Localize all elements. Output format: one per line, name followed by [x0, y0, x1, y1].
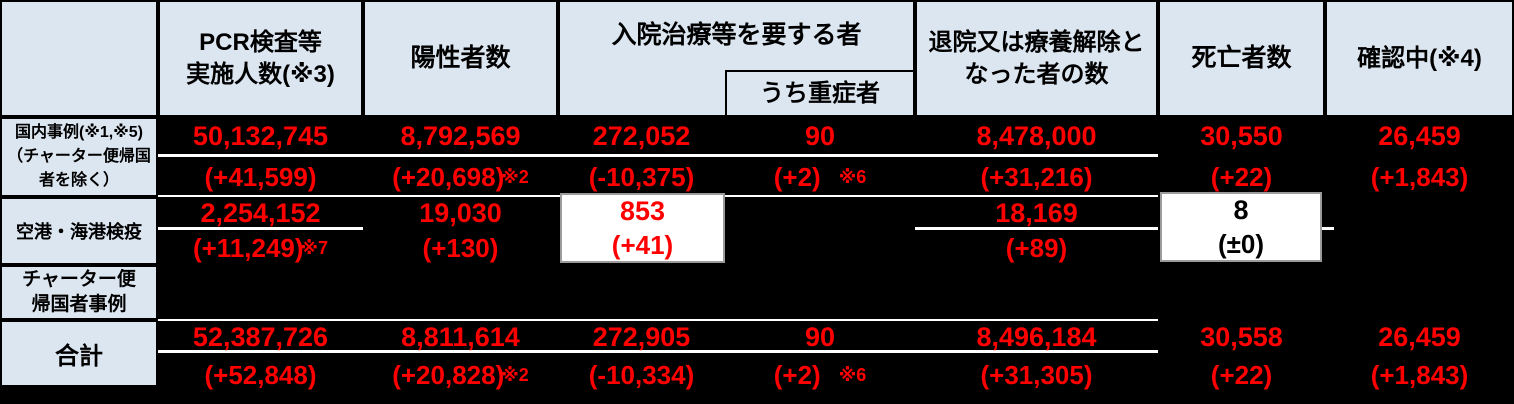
header-severe: うち重症者 — [725, 70, 915, 117]
header-deaths: 死亡者数 — [1158, 0, 1325, 117]
underline-quarantine-pcr — [158, 227, 363, 230]
cell-quarantine-discharged-delta: (+89) — [1005, 232, 1068, 263]
footnote-marker: ※6 — [838, 364, 867, 385]
footnote-marker: ※2 — [501, 364, 529, 385]
cell-quarantine-positive-delta: (+130) — [422, 232, 499, 263]
cell-total-confirming-delta: (+1,843) — [1370, 359, 1469, 390]
row-label-charter: チャーター便 帰国者事例 — [0, 265, 158, 320]
cell-total-deaths-delta: (+22) — [1210, 359, 1273, 390]
header-confirming: 確認中(※4) — [1325, 0, 1514, 117]
cell-domestic-confirming-delta: (+1,843) — [1370, 161, 1469, 192]
cell-domestic-severe-delta: (+2) ※6 — [725, 159, 915, 195]
cell-domestic-deaths-delta: (+22) — [1210, 161, 1273, 192]
cell-domestic-positive-delta: (+20,698) ※2 — [363, 159, 558, 195]
header-corner-cell — [0, 0, 158, 117]
cell-domestic-positive-value: 8,792,569 — [400, 120, 521, 151]
cell-total-hospitalized-delta: (-10,334) — [588, 359, 695, 390]
cell-domestic-pcr-value: 50,132,745 — [192, 120, 329, 151]
row-label-quarantine: 空港・海港検疫 — [0, 197, 158, 265]
cell-total-positive-delta: (+20,828) ※2 — [363, 358, 558, 392]
cell-total-confirming-value: 26,459 — [1378, 321, 1461, 352]
cell-total-positive-value: 8,811,614 — [401, 321, 520, 352]
delta-text: (+20,828) — [392, 359, 505, 390]
header-discharged: 退院又は療養解除と なった者の数 — [915, 0, 1158, 117]
cell-domestic-deaths-value: 30,550 — [1200, 120, 1283, 151]
cell-total-pcr-delta: (+52,848) — [204, 359, 317, 390]
cell-domestic-confirming-value: 26,459 — [1378, 120, 1461, 151]
cell-total-severe-value: 90 — [804, 321, 836, 352]
cell-quarantine-hospitalized-value: 853 — [619, 196, 666, 226]
cell-quarantine-hospitalized-delta: (+41) — [611, 230, 674, 260]
highlight-cell-quarantine-hospitalized: 853 (+41) — [560, 193, 725, 263]
cell-total-deaths-value: 30,558 — [1200, 321, 1283, 352]
cell-quarantine-deaths-value: 8 — [1233, 195, 1249, 225]
header-pcr: PCR検査等 実施人数(※3) — [158, 0, 363, 117]
cell-domestic-discharged-value: 8,478,000 — [976, 120, 1097, 151]
cell-quarantine-pcr-value: 2,254,152 — [200, 197, 321, 228]
delta-text: (+11,249) — [192, 232, 304, 263]
delta-text: (+20,698) — [392, 161, 505, 192]
cell-total-pcr-value: 52,387,726 — [192, 321, 329, 352]
delta-text: (+2) — [773, 161, 821, 192]
cell-total-severe-delta: (+2) ※6 — [725, 358, 915, 392]
underline-quarantine-deaths-tick — [1322, 227, 1334, 230]
cell-quarantine-pcr-delta: (+11,249) ※7 — [158, 232, 363, 264]
cell-quarantine-discharged-value: 18,169 — [995, 197, 1078, 228]
cell-domestic-pcr-delta: (+41,599) — [204, 161, 317, 192]
row-label-domestic: 国内事例(※1,※5) （チャーター便帰国 者を除く） — [0, 117, 158, 197]
cell-domestic-hospitalized-delta: (-10,375) — [588, 161, 695, 192]
header-hospitalized-label: 入院治療等を要する者 — [611, 20, 862, 49]
underline-total-values — [158, 350, 1158, 353]
row-label-total: 合計 — [0, 320, 158, 387]
underline-domestic-values — [158, 154, 1158, 157]
highlight-cell-quarantine-deaths: 8 (±0) — [1160, 192, 1322, 262]
cell-domestic-discharged-delta: (+31,216) — [980, 161, 1093, 192]
footnote-marker: ※2 — [501, 166, 529, 187]
cell-total-hospitalized-value: 272,905 — [592, 321, 691, 352]
header-positive: 陽性者数 — [363, 0, 558, 117]
footnote-marker: ※6 — [838, 166, 867, 187]
cell-quarantine-deaths-delta: (±0) — [1217, 229, 1265, 259]
underline-quarantine-discharged — [915, 227, 1158, 230]
cell-domestic-hospitalized-value: 272,052 — [592, 120, 691, 151]
cell-total-discharged-value: 8,496,184 — [976, 321, 1097, 352]
cell-quarantine-positive-value: 19,030 — [419, 197, 502, 228]
cell-domestic-severe-value: 90 — [804, 120, 836, 151]
delta-text: (+2) — [773, 359, 821, 390]
footnote-marker: ※7 — [300, 237, 329, 258]
separator-charter-total — [158, 319, 1158, 321]
cell-total-discharged-delta: (+31,305) — [980, 359, 1093, 390]
